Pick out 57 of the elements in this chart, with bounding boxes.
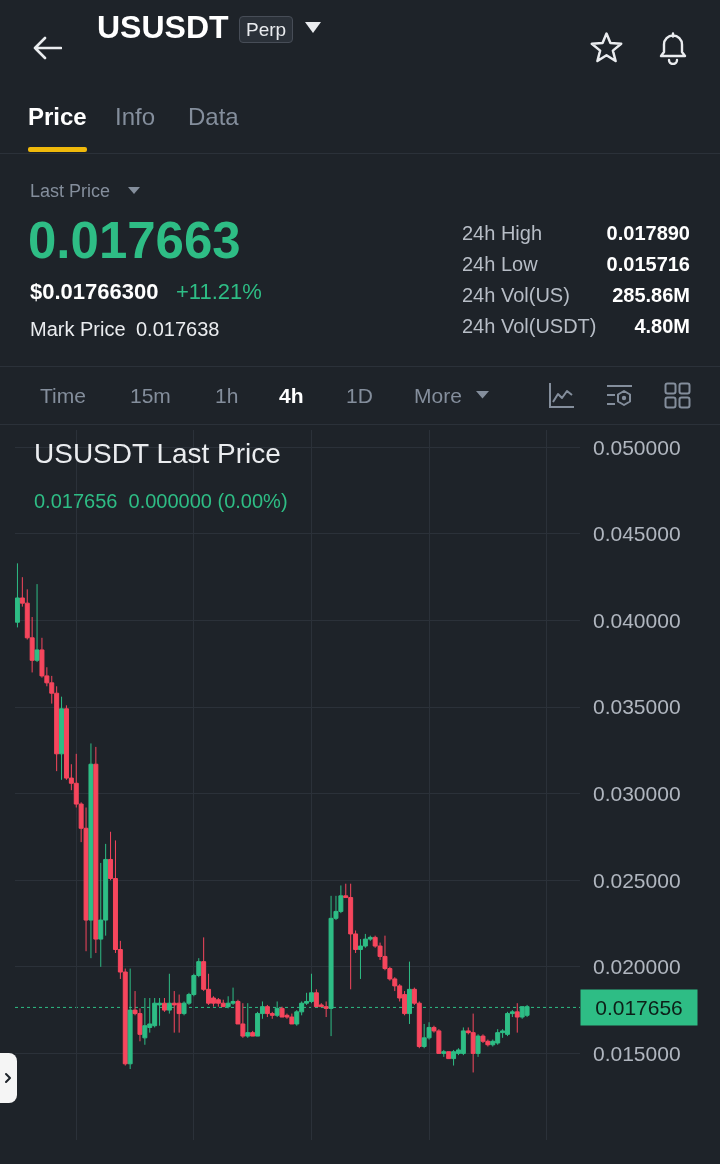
y-tick-label: 0.035000 [593, 695, 681, 719]
text: 0.017638 [136, 318, 220, 340]
text: Last Price [30, 181, 111, 201]
candlestick [451, 1049, 457, 1067]
candlestick [308, 973, 314, 1004]
text: 1h [215, 383, 239, 407]
candlestick [220, 999, 226, 1008]
text: Info [115, 103, 156, 130]
candlestick [250, 1030, 256, 1037]
y-tick-label: 0.050000 [593, 435, 681, 459]
y-tick-label: 0.015000 [593, 1041, 681, 1065]
text: Time [40, 383, 86, 407]
candlestick [93, 746, 99, 954]
candlestick [171, 990, 177, 1034]
y-tick-label: 0.040000 [593, 608, 681, 632]
candlestick [34, 583, 40, 663]
candlestick [15, 562, 20, 628]
text: 24h Vol(USDT) [462, 315, 597, 337]
text: 0.017663 [28, 211, 241, 269]
candlestick [161, 997, 167, 1013]
text: 15m [130, 383, 171, 407]
text: 4.80M [634, 315, 690, 337]
text: Mark Price [30, 318, 126, 340]
text: Data [188, 103, 239, 130]
candlestick [470, 1013, 476, 1073]
text: 4h [279, 383, 304, 407]
y-tick-label: 0.030000 [593, 782, 681, 806]
text: 24h High [462, 222, 543, 244]
candlestick [480, 1033, 486, 1044]
chart-title: USUSDT Last Price [34, 437, 281, 469]
text: More [414, 383, 462, 407]
candlestick [59, 696, 65, 781]
candlestick [441, 1049, 447, 1058]
y-tick-label: 0.020000 [593, 955, 681, 979]
text: $0.01766300 [30, 279, 159, 304]
candlestick [446, 1051, 452, 1060]
text: 0.015716 [606, 253, 690, 275]
text: USUSDT [97, 9, 229, 45]
candlestick [514, 1002, 520, 1034]
candlestick [88, 742, 94, 959]
text: 1D [346, 383, 373, 407]
y-tick-label: 0.045000 [593, 522, 681, 546]
candlestick [230, 987, 236, 1006]
text: Price [28, 103, 87, 130]
ref-line-label: 0.017656 [595, 996, 683, 1019]
candlestick [460, 1026, 466, 1056]
text: 24h Vol(US) [462, 284, 570, 306]
y-tick-label: 0.025000 [593, 868, 681, 892]
text: +11.21% [176, 279, 262, 304]
text: Perp [239, 15, 294, 43]
text: 24h Low [462, 253, 538, 275]
candlestick [475, 1033, 481, 1058]
text: 0.017890 [606, 222, 690, 244]
text: 0.017656 0.000000 (0.00%) [34, 489, 288, 512]
candlestick [323, 1000, 329, 1018]
candlestick [176, 994, 182, 1034]
text: 285.86M [612, 284, 690, 306]
